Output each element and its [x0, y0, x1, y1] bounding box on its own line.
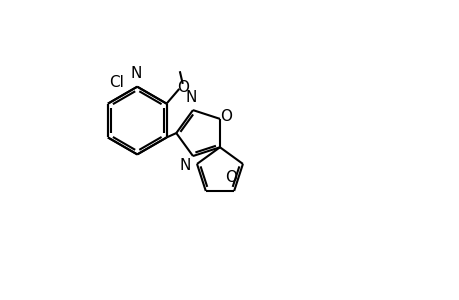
Text: Cl: Cl	[109, 75, 124, 90]
Text: N: N	[179, 158, 191, 172]
Text: N: N	[130, 66, 141, 81]
Text: O: O	[176, 80, 188, 95]
Text: N: N	[185, 90, 197, 105]
Text: O: O	[225, 170, 237, 185]
Text: O: O	[220, 109, 232, 124]
